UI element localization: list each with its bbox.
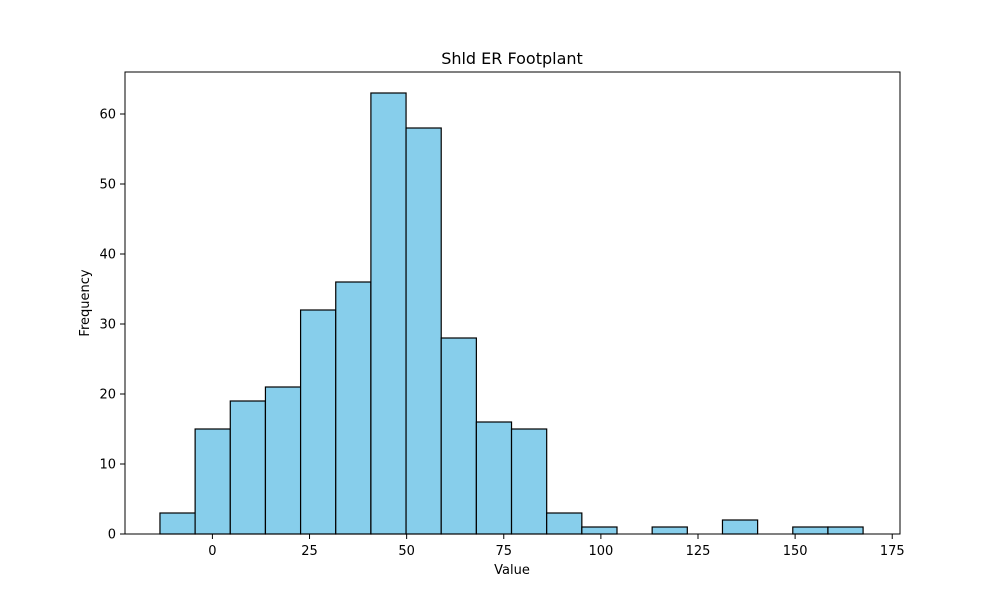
y-tick-label: 10 bbox=[99, 458, 116, 473]
histogram-bar bbox=[264, 386, 302, 535]
chart-title: Shld ER Footplant bbox=[441, 49, 583, 68]
y-tick-label: 60 bbox=[99, 108, 116, 123]
y-axis-label: Frequency bbox=[78, 269, 93, 336]
histogram-bar bbox=[792, 526, 829, 535]
histogram-bar bbox=[370, 92, 407, 535]
x-tick-label: 100 bbox=[588, 544, 613, 559]
y-tick-label: 20 bbox=[99, 388, 116, 403]
x-axis-label: Value bbox=[494, 563, 530, 578]
histogram-bar bbox=[546, 512, 583, 535]
histogram-bar bbox=[827, 526, 864, 535]
histogram-bar bbox=[475, 421, 513, 535]
histogram-bar bbox=[229, 400, 267, 535]
histogram-bar bbox=[194, 428, 231, 535]
x-tick-label: 50 bbox=[398, 544, 415, 559]
histogram-bar bbox=[159, 512, 196, 535]
y-tick-label: 30 bbox=[99, 318, 116, 333]
histogram-bar bbox=[299, 309, 337, 535]
x-tick-label: 175 bbox=[880, 544, 905, 559]
plot-frame bbox=[124, 71, 901, 535]
x-tick-label: 25 bbox=[301, 544, 318, 559]
histogram-bar bbox=[721, 519, 759, 535]
y-axis: 0 10 20 30 40 50 60 bbox=[99, 108, 125, 543]
histogram-bar bbox=[651, 526, 688, 535]
x-tick-label: 75 bbox=[495, 544, 512, 559]
x-tick-label: 0 bbox=[208, 544, 216, 559]
x-axis: 0 25 50 75 100 125 150 175 bbox=[208, 534, 905, 559]
histogram-bar bbox=[510, 428, 548, 535]
histogram-bar bbox=[581, 526, 618, 535]
x-tick-label: 150 bbox=[783, 544, 808, 559]
histogram-bar bbox=[405, 127, 442, 535]
histogram-bar bbox=[335, 281, 372, 535]
y-tick-label: 40 bbox=[99, 248, 116, 263]
y-tick-label: 50 bbox=[99, 178, 116, 193]
x-tick-label: 125 bbox=[686, 544, 711, 559]
histogram-bar bbox=[440, 337, 477, 535]
bars-group bbox=[159, 92, 864, 535]
y-tick-label: 0 bbox=[108, 528, 116, 543]
